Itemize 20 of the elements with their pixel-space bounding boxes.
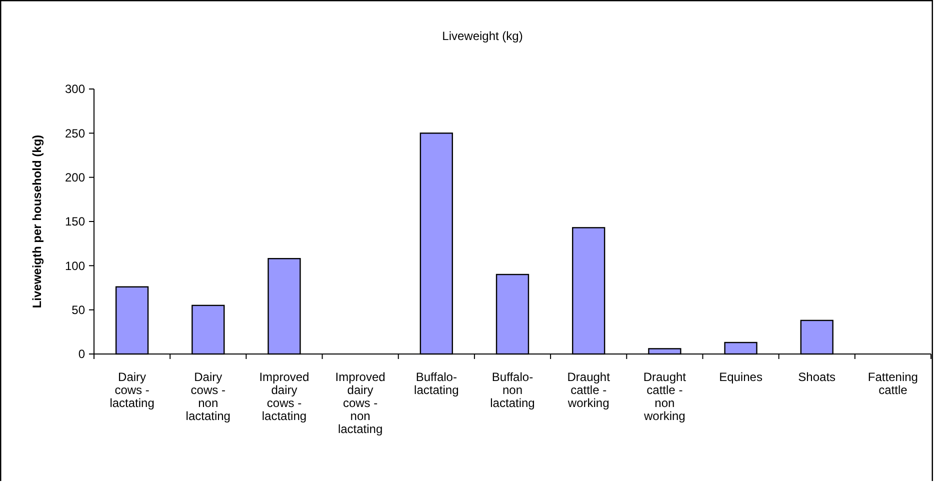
x-tick-label: Buffalo-lactating xyxy=(414,370,459,397)
y-tick-label: 200 xyxy=(64,170,86,185)
y-tick-label: 0 xyxy=(78,347,86,362)
y-tick-label: 50 xyxy=(72,303,86,318)
x-tick-label: Draught cattle - working xyxy=(566,370,611,410)
y-axis-title: Liveweigth per household (kg) xyxy=(30,134,44,308)
x-tick-label: Equines xyxy=(719,370,762,384)
x-tick-label: Improved dairy cows - lactating xyxy=(259,370,310,423)
chart-title: Liveweight (kg) xyxy=(442,29,523,43)
x-tick-label: Draught cattle - non working xyxy=(643,370,687,423)
x-tick-label: Dairy cows - non lactating xyxy=(186,370,230,423)
x-tick-label: Improved dairy cows - non lactating xyxy=(335,370,386,436)
x-tick-label: Dairy cows - lactating xyxy=(110,370,154,410)
x-tick-label: Shoats xyxy=(798,370,836,384)
x-tick-label: Buffalo-non lactating xyxy=(490,370,535,410)
x-tick-label: Fattening cattle xyxy=(868,370,918,397)
y-tick-label: 250 xyxy=(64,126,86,140)
y-tick-label: 300 xyxy=(64,82,86,96)
y-tick-label: 150 xyxy=(64,214,86,229)
y-tick-label: 100 xyxy=(64,258,86,273)
